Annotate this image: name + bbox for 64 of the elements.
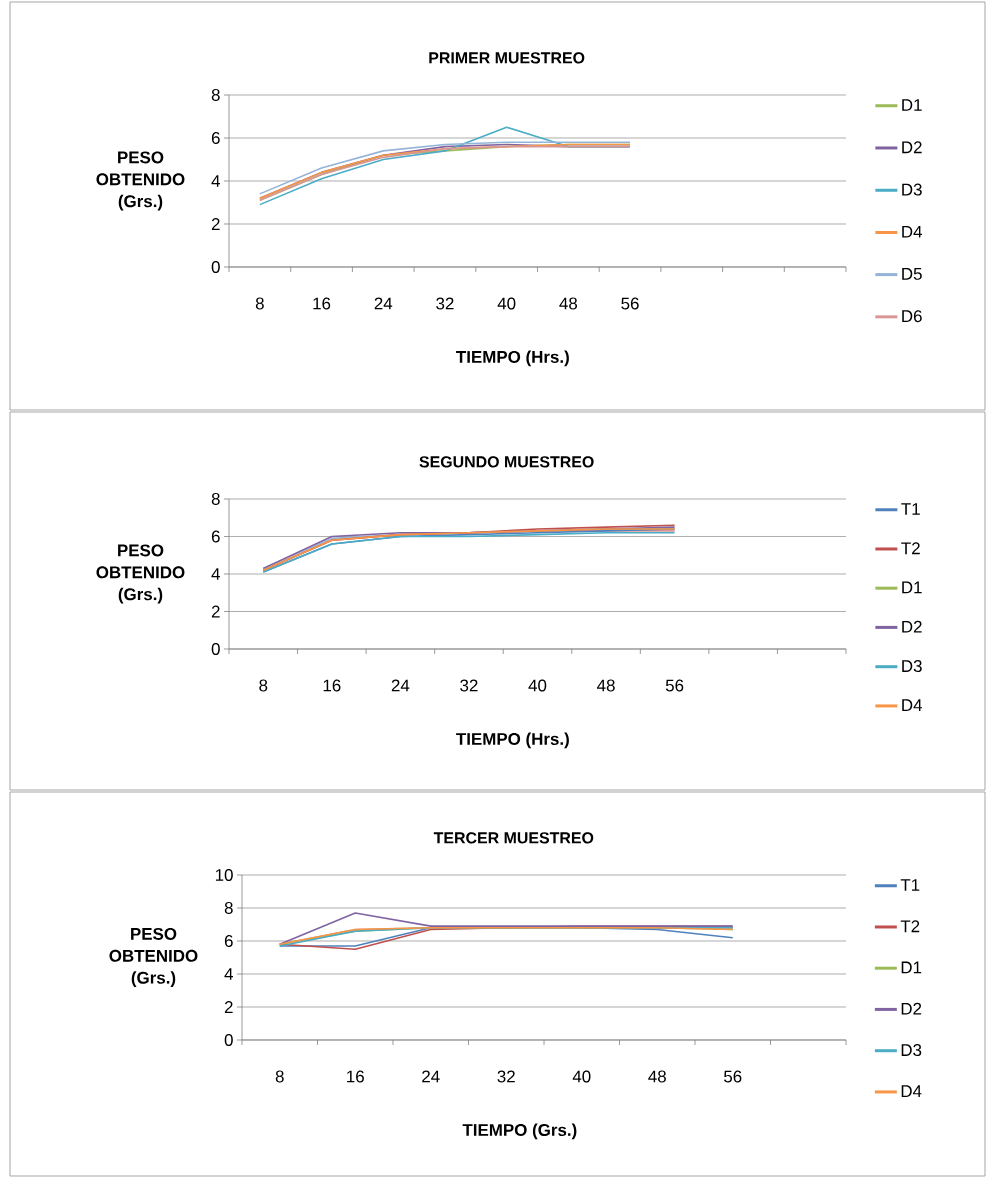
x-tick-label: 56 bbox=[724, 1070, 742, 1083]
y-tick-label: 8 bbox=[224, 902, 233, 914]
legend-label: T2 bbox=[900, 920, 920, 933]
y-tick-label: 6 bbox=[211, 131, 220, 144]
x-tick-label: 56 bbox=[665, 679, 684, 692]
x-tick-label: 24 bbox=[391, 679, 410, 692]
x-tick-label: 48 bbox=[648, 1070, 666, 1083]
y-tick-label: 2 bbox=[211, 605, 220, 618]
x-tick-label: 8 bbox=[259, 679, 268, 692]
y-tick-label: 4 bbox=[224, 968, 233, 980]
legend-label: D1 bbox=[902, 581, 922, 594]
legend-label: T2 bbox=[901, 542, 920, 555]
legend-label: D5 bbox=[902, 268, 922, 280]
x-tick-label: 24 bbox=[374, 297, 393, 310]
y-tick-label: 4 bbox=[211, 175, 220, 187]
x-tick-label: 16 bbox=[347, 1070, 364, 1083]
x-axis-title: TIEMPO (Hrs.) bbox=[456, 350, 569, 367]
x-tick-label: 56 bbox=[621, 297, 639, 310]
y-tick-label: 0 bbox=[211, 642, 220, 655]
legend-label: D1 bbox=[901, 961, 922, 974]
x-tick-label: 16 bbox=[313, 297, 331, 310]
y-tick-label: 2 bbox=[224, 1001, 233, 1013]
x-tick-label: 8 bbox=[255, 297, 264, 310]
y-tick-label: 4 bbox=[211, 568, 220, 580]
x-tick-label: 48 bbox=[597, 679, 615, 692]
x-tick-label: 24 bbox=[422, 1070, 440, 1083]
legend-label: D2 bbox=[901, 1002, 922, 1015]
legend-label: D2 bbox=[902, 620, 922, 633]
x-tick-label: 32 bbox=[497, 1070, 515, 1083]
legend-label: D6 bbox=[902, 310, 922, 323]
x-tick-label: 32 bbox=[436, 297, 454, 310]
y-tick-label: 0 bbox=[211, 260, 220, 273]
x-axis-title: TIEMPO (Grs.) bbox=[462, 1123, 577, 1140]
y-tick-label: 8 bbox=[211, 88, 220, 101]
y-tick-label: 0 bbox=[224, 1033, 233, 1046]
legend-label: D3 bbox=[901, 1044, 922, 1057]
x-tick-label: 8 bbox=[275, 1070, 284, 1083]
legend-label: D4 bbox=[902, 699, 923, 712]
y-tick-label: 2 bbox=[211, 218, 220, 230]
legend-label: D1 bbox=[902, 99, 922, 111]
x-tick-label: 48 bbox=[559, 297, 578, 310]
legend-label: T1 bbox=[900, 879, 920, 891]
y-tick-label: 10 bbox=[215, 869, 233, 881]
y-tick-label: 6 bbox=[211, 530, 220, 543]
y-tick-label: 6 bbox=[224, 934, 233, 947]
legend-label: T1 bbox=[901, 503, 920, 515]
chart-title: TERCER MUESTREO bbox=[433, 832, 594, 844]
chart-title: SEGUNDO MUESTREO bbox=[419, 456, 594, 468]
x-tick-label: 40 bbox=[572, 1070, 591, 1083]
y-axis-title: PESO OBTENIDO (Grs.) bbox=[109, 927, 198, 988]
x-axis-title: TIEMPO (Hrs.) bbox=[456, 732, 569, 749]
legend-label: D4 bbox=[902, 225, 923, 238]
y-axis-title: PESO OBTENIDO (Grs.) bbox=[96, 544, 185, 604]
x-tick-label: 40 bbox=[528, 679, 547, 692]
legend-label: D3 bbox=[902, 183, 922, 196]
legend-label: D4 bbox=[901, 1085, 922, 1098]
x-tick-label: 40 bbox=[497, 297, 516, 310]
x-tick-label: 32 bbox=[460, 679, 478, 692]
y-axis-title: PESO OBTENIDO (Grs.) bbox=[96, 151, 185, 211]
x-tick-label: 16 bbox=[323, 679, 341, 692]
y-tick-label: 8 bbox=[211, 492, 220, 505]
legend-label: D2 bbox=[902, 141, 922, 154]
chart-title: PRIMER MUESTREO bbox=[429, 52, 585, 64]
legend-label: D3 bbox=[902, 660, 922, 673]
